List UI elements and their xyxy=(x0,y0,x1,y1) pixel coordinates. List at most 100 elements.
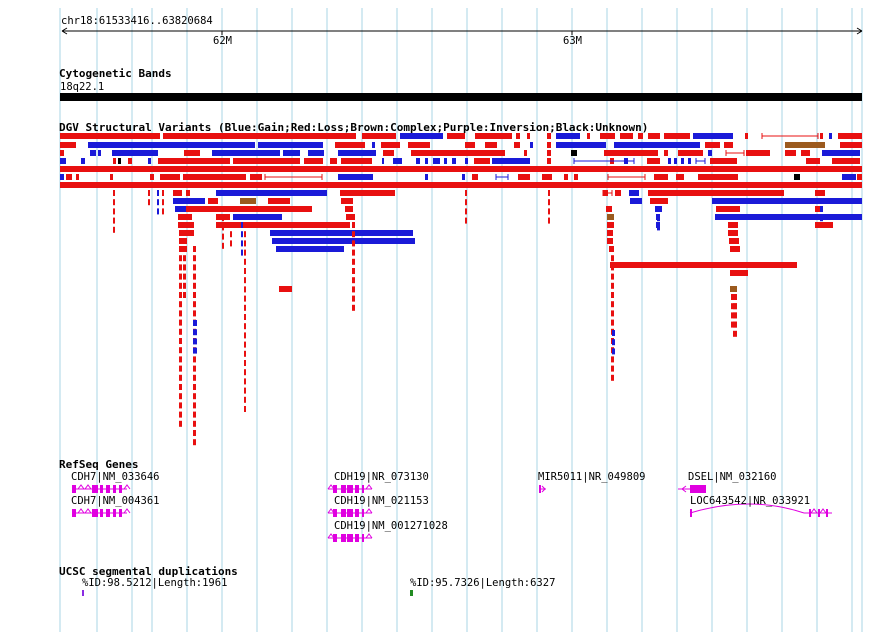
sv-bar-140 xyxy=(216,190,327,196)
sv-bar-179 xyxy=(179,230,194,236)
sv-bar-215 xyxy=(179,319,182,326)
sv-bar-93 xyxy=(674,158,677,164)
sv-bar-237 xyxy=(193,282,196,289)
sv-bar-94 xyxy=(681,158,684,164)
sv-bar-45 xyxy=(112,150,158,156)
gene-exon-14 xyxy=(106,509,110,517)
sv-bar-273 xyxy=(244,240,246,247)
sv-bar-56 xyxy=(604,150,658,156)
sv-bar-83 xyxy=(444,158,447,164)
sv-bar-209 xyxy=(179,264,182,271)
gene-exon-16 xyxy=(119,509,122,517)
sv-bar-284 xyxy=(244,341,246,348)
sv-bar-290 xyxy=(244,396,246,403)
sv-bar-15 xyxy=(664,133,690,139)
gene-label-cdh19-nr073130[interactable]: CDH19|NR_073130 xyxy=(334,471,429,483)
gene-exon-5 xyxy=(113,485,116,493)
sv-bar-153 xyxy=(650,198,668,204)
sv-bar-268 xyxy=(241,231,243,238)
sv-bar-88 xyxy=(547,158,551,164)
sv-bar-214 xyxy=(179,310,182,317)
ruler-right-arrow xyxy=(856,27,863,35)
sv-bar-16 xyxy=(693,133,733,139)
tick-label-62M: 62M xyxy=(213,35,232,47)
sv-bar-59 xyxy=(708,150,712,156)
sv-bar-48 xyxy=(283,150,300,156)
sv-bar-172 xyxy=(178,222,194,228)
dgv-track-title[interactable]: DGV Structural Variants (Blue:Gain;Red:L… xyxy=(59,121,649,134)
sv-bar-124 xyxy=(698,174,738,180)
sv-bar-174 xyxy=(607,222,614,228)
sv-bar-77 xyxy=(341,158,372,164)
tick-label-63M: 63M xyxy=(563,35,582,47)
sv-bar-113 xyxy=(250,174,262,180)
sv-bar-258 xyxy=(193,347,197,354)
gene-exon-loc-start xyxy=(690,509,692,517)
sv-bar-147 xyxy=(173,198,205,204)
gene-label-loc643542[interactable]: LOC643542|NR_033921 xyxy=(690,495,811,507)
sv-bar-27 xyxy=(335,142,365,148)
sv-bar-318 xyxy=(611,319,614,326)
gene-exon-22 xyxy=(341,485,346,493)
sv-bar-18 xyxy=(820,133,823,139)
sv-bar-123 xyxy=(676,174,684,180)
sv-bar-35 xyxy=(547,142,551,148)
sv-bar-226 xyxy=(179,420,182,427)
gene-label-dsel[interactable]: DSEL|NM_032160 xyxy=(688,471,777,483)
sv-bar-63 xyxy=(822,150,860,156)
sv-bar-312 xyxy=(611,264,614,271)
sv-bar-109 xyxy=(110,174,113,180)
sv-bar-14 xyxy=(648,133,660,139)
sv-bar-190 xyxy=(610,262,797,268)
sv-bar-246 xyxy=(193,365,196,372)
sv-bar-38 xyxy=(705,142,720,148)
segdup-mark-2 xyxy=(410,590,413,596)
sv-bar-310 xyxy=(611,246,614,252)
sv-bar-58 xyxy=(678,150,703,156)
gene-label-mir5011[interactable]: MIR5011|NR_049809 xyxy=(538,471,646,483)
sv-bar-144 xyxy=(629,190,639,196)
sv-bar-51 xyxy=(383,150,394,156)
gene-label-cdh19-nm001271028[interactable]: CDH19|NM_001271028 xyxy=(334,520,448,532)
sv-bar-205 xyxy=(162,199,164,206)
refseq-track-title[interactable]: RefSeq Genes xyxy=(59,458,139,471)
sv-bar-277 xyxy=(244,277,246,284)
gene-label-cdh19-nm021153[interactable]: CDH19|NM_021153 xyxy=(334,495,429,507)
sv-bar-32 xyxy=(485,142,497,148)
gene-label-cdh7-nm004361[interactable]: CDH7|NM_004361 xyxy=(71,495,160,507)
sv-bar-119 xyxy=(542,174,552,180)
segdup-label-1[interactable]: %ID:98.5212|Length:1961 xyxy=(82,577,228,589)
gene-exon-49 xyxy=(809,509,811,517)
sv-bar-192 xyxy=(279,286,292,292)
sv-bar-239 xyxy=(193,301,196,308)
sv-bar-259 xyxy=(222,206,224,212)
sv-bar-199 xyxy=(148,190,150,196)
sv-bar-266 xyxy=(230,240,232,247)
sv-bar-229 xyxy=(183,264,186,271)
sv-bar-204 xyxy=(162,190,164,196)
sv-bar-53 xyxy=(524,150,527,156)
sv-bar-233 xyxy=(193,246,196,252)
sv-bar-145 xyxy=(648,190,784,196)
cytoband-track-title[interactable]: Cytogenetic Bands xyxy=(59,67,172,80)
sv-bar-97 xyxy=(806,158,820,164)
gene-label-cdh7-nm033646[interactable]: CDH7|NM_033646 xyxy=(71,471,160,483)
sv-bar-154 xyxy=(712,198,862,204)
sv-bar-161 xyxy=(606,206,612,212)
segdup-track-title[interactable]: UCSC segmental duplications xyxy=(59,565,238,578)
sv-bar-79 xyxy=(393,158,402,164)
sv-bar-283 xyxy=(244,332,246,339)
sv-bar-46 xyxy=(184,150,200,156)
sv-bar-249 xyxy=(193,393,196,400)
sv-bar-270 xyxy=(241,249,243,256)
sv-bar-34 xyxy=(530,142,533,148)
sv-bar-275 xyxy=(244,258,246,265)
sv-bar-272 xyxy=(244,231,246,238)
sv-bar-126 xyxy=(842,174,856,180)
sv-bar-315 xyxy=(611,292,614,298)
sv-bar-43 xyxy=(90,150,96,156)
sv-bar-125 xyxy=(794,174,800,180)
sv-bar-160 xyxy=(345,206,353,212)
segdup-label-2[interactable]: %ID:95.7326|Length:6327 xyxy=(410,577,556,589)
sv-bar-31 xyxy=(465,142,475,148)
